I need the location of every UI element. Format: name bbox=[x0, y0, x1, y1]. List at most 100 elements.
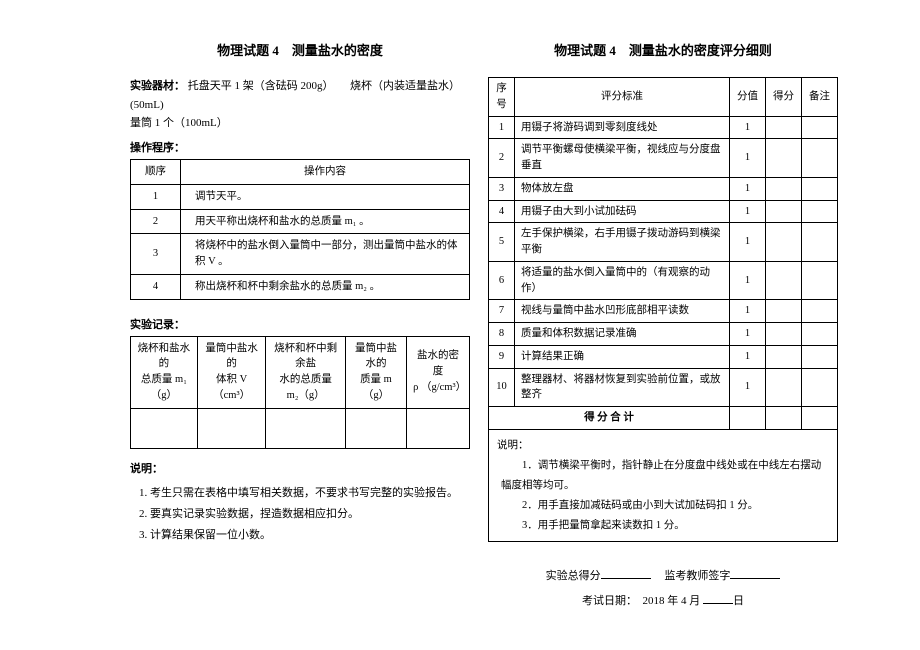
score-n: 1 bbox=[489, 116, 515, 139]
score-header-got: 得分 bbox=[766, 78, 802, 117]
blank-line bbox=[703, 592, 733, 604]
record-cell bbox=[266, 408, 345, 448]
score-val: 1 bbox=[730, 345, 766, 368]
score-header-note: 备注 bbox=[802, 78, 838, 117]
score-n: 5 bbox=[489, 223, 515, 262]
footer-line-2: 考试日期： 2018 年 4 月 日 bbox=[488, 589, 838, 613]
score-crit: 视线与量筒中盐水凹形底部相平读数 bbox=[515, 300, 730, 323]
score-header-seq: 序号 bbox=[489, 78, 515, 117]
score-table: 序号 评分标准 分值 得分 备注 1用镊子将游码调到零刻度线处1 2调节平衡螺母… bbox=[488, 77, 838, 430]
table-row: 9计算结果正确1 bbox=[489, 345, 838, 368]
score-note bbox=[802, 261, 838, 300]
score-note bbox=[802, 177, 838, 200]
total-cell bbox=[766, 407, 802, 430]
left-notes: 说明： 考生只需在表格中填写相关数据，不要求书写完整的实验报告。 要真实记录实验… bbox=[130, 459, 470, 547]
explain-label: 说明： bbox=[497, 440, 529, 451]
score-crit: 用镊子将游码调到零刻度线处 bbox=[515, 116, 730, 139]
blank-line bbox=[601, 567, 651, 579]
record-header-line: 烧杯和杯中剩余盐 bbox=[274, 343, 337, 370]
total-cell bbox=[802, 407, 838, 430]
explain-text: 用手把量筒拿起来读数扣 1 分。 bbox=[538, 520, 685, 531]
score-note bbox=[802, 345, 838, 368]
record-header: 烧杯和盐水的 总质量 m₁（g） bbox=[131, 336, 198, 408]
table-row: 2调节平衡螺母使横梁平衡，视线应与分度盘垂直1 bbox=[489, 139, 838, 178]
score-got bbox=[766, 177, 802, 200]
note-item: 要真实记录实验数据，捏造数据相应扣分。 bbox=[150, 504, 470, 525]
left-column: 物理试题 4 测量盐水的密度 实验器材： 托盘天平 1 架（含砝码 200g） … bbox=[130, 40, 470, 613]
table-row-total: 得 分 合 计 bbox=[489, 407, 838, 430]
footer-label: 监考教师签字 bbox=[653, 570, 730, 582]
score-crit: 质量和体积数据记录准确 bbox=[515, 323, 730, 346]
procedure-table: 顺序 操作内容 1 调节天平。 2 用天平称出烧杯和盐水的总质量 m₁ 。 3 … bbox=[130, 159, 470, 300]
proc-seq: 1 bbox=[131, 184, 181, 209]
explain-item: 3．用手把量筒拿起来读数扣 1 分。 bbox=[501, 516, 829, 536]
blank-line bbox=[730, 567, 780, 579]
score-val: 1 bbox=[730, 116, 766, 139]
proc-header-seq: 顺序 bbox=[131, 160, 181, 185]
record-header-line: 总质量 m₁（g） bbox=[141, 374, 187, 401]
note-item: 考生只需在表格中填写相关数据，不要求书写完整的实验报告。 bbox=[150, 483, 470, 504]
score-got bbox=[766, 200, 802, 223]
table-row: 8质量和体积数据记录准确1 bbox=[489, 323, 838, 346]
record-header-line: 体积 V（cm³） bbox=[213, 374, 250, 401]
score-crit: 物体放左盘 bbox=[515, 177, 730, 200]
score-got bbox=[766, 139, 802, 178]
table-row: 5左手保护横梁，右手用镊子拨动游码到横梁平衡1 bbox=[489, 223, 838, 262]
record-cell bbox=[345, 408, 406, 448]
score-n: 7 bbox=[489, 300, 515, 323]
proc-seq: 3 bbox=[131, 234, 181, 275]
record-header: 量筒中盐水的 质量 m（g） bbox=[345, 336, 406, 408]
record-header-line: 量筒中盐水的 bbox=[355, 343, 397, 370]
score-note bbox=[802, 223, 838, 262]
explain-box: 说明： 1．调节横梁平衡时，指针静止在分度盘中线处或在中线左右摆动幅度相等均可。… bbox=[488, 430, 838, 543]
score-n: 2 bbox=[489, 139, 515, 178]
score-got bbox=[766, 116, 802, 139]
table-row: 4用镊子由大到小试加砝码1 bbox=[489, 200, 838, 223]
materials-text-2: 量筒 1 个（100mL） bbox=[130, 117, 228, 129]
record-label: 实验记录： bbox=[130, 316, 470, 332]
score-crit: 左手保护横梁，右手用镊子拨动游码到横梁平衡 bbox=[515, 223, 730, 262]
record-header-line: 烧杯和盐水的 bbox=[138, 343, 191, 370]
table-row: 烧杯和盐水的 总质量 m₁（g） 量筒中盐水的 体积 V（cm³） 烧杯和杯中剩… bbox=[131, 336, 470, 408]
proc-seq: 4 bbox=[131, 274, 181, 299]
footer-label: 实验总得分 bbox=[546, 570, 601, 582]
right-column: 物理试题 4 测量盐水的密度评分细则 序号 评分标准 分值 得分 备注 1用镊子… bbox=[488, 40, 838, 613]
score-crit: 调节平衡螺母使横梁平衡，视线应与分度盘垂直 bbox=[515, 139, 730, 178]
record-header-line: 盐水的密度 bbox=[417, 350, 459, 377]
table-row: 3物体放左盘1 bbox=[489, 177, 838, 200]
score-crit: 将适量的盐水倒入量筒中的（有观察的动作） bbox=[515, 261, 730, 300]
proc-header-content: 操作内容 bbox=[181, 160, 470, 185]
score-val: 1 bbox=[730, 300, 766, 323]
footer-label: 日 bbox=[733, 595, 744, 607]
explain-text: 用手直接加减砝码或由小到大试加砝码扣 1 分。 bbox=[538, 500, 759, 511]
score-val: 1 bbox=[730, 261, 766, 300]
total-label: 得 分 合 计 bbox=[489, 407, 730, 430]
score-got bbox=[766, 223, 802, 262]
materials-label: 实验器材： bbox=[130, 80, 185, 92]
record-table: 烧杯和盐水的 总质量 m₁（g） 量筒中盐水的 体积 V（cm³） 烧杯和杯中剩… bbox=[130, 336, 470, 449]
table-row: 1 调节天平。 bbox=[131, 184, 470, 209]
score-val: 1 bbox=[730, 139, 766, 178]
score-note bbox=[802, 116, 838, 139]
table-row: 4 称出烧杯和杯中剩余盐水的总质量 m₂ 。 bbox=[131, 274, 470, 299]
score-n: 4 bbox=[489, 200, 515, 223]
record-header: 盐水的密度 ρ （g/cm³） bbox=[407, 336, 470, 408]
table-row: 6将适量的盐水倒入量筒中的（有观察的动作）1 bbox=[489, 261, 838, 300]
score-n: 8 bbox=[489, 323, 515, 346]
table-row: 顺序 操作内容 bbox=[131, 160, 470, 185]
materials-block: 实验器材： 托盘天平 1 架（含砝码 200g） 烧杯（内装适量盐水）(50mL… bbox=[130, 77, 470, 133]
total-cell bbox=[730, 407, 766, 430]
footer: 实验总得分 监考教师签字 考试日期： 2018 年 4 月 日 bbox=[488, 564, 838, 612]
footer-line-1: 实验总得分 监考教师签字 bbox=[488, 564, 838, 588]
table-row bbox=[131, 408, 470, 448]
record-header-line: 质量 m（g） bbox=[360, 374, 392, 401]
table-row: 3 将烧杯中的盐水倒入量筒中一部分，测出量筒中盐水的体积 V 。 bbox=[131, 234, 470, 275]
score-got bbox=[766, 261, 802, 300]
score-crit: 用镊子由大到小试加砝码 bbox=[515, 200, 730, 223]
proc-seq: 2 bbox=[131, 209, 181, 234]
record-cell bbox=[197, 408, 266, 448]
table-row: 序号 评分标准 分值 得分 备注 bbox=[489, 78, 838, 117]
record-header: 量筒中盐水的 体积 V（cm³） bbox=[197, 336, 266, 408]
score-crit: 计算结果正确 bbox=[515, 345, 730, 368]
score-got bbox=[766, 323, 802, 346]
